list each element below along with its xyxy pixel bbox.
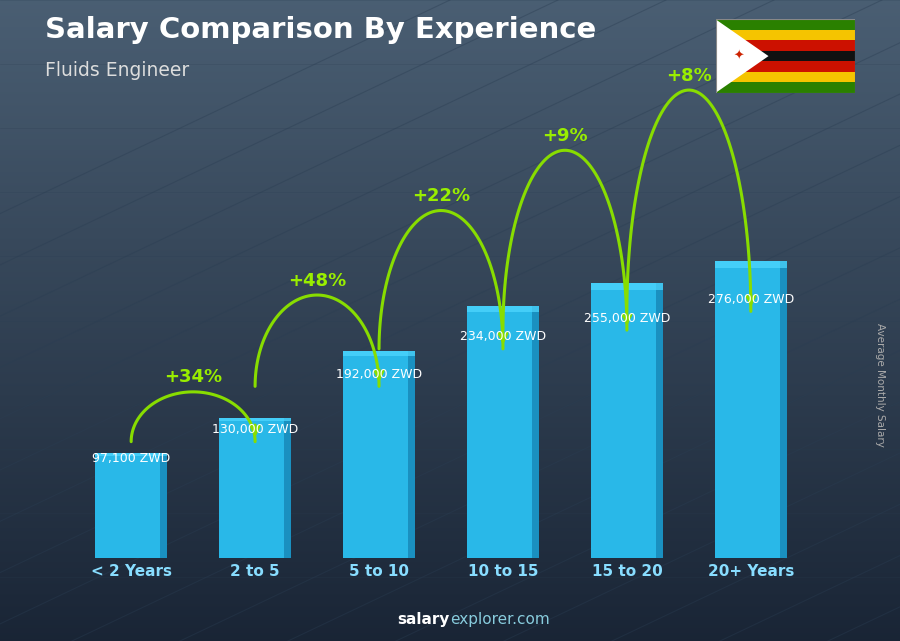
Text: Fluids Engineer: Fluids Engineer [45,61,189,80]
Text: +34%: +34% [164,369,222,387]
Bar [716,19,855,29]
Bar [716,72,855,83]
Bar [591,283,662,290]
Bar [95,453,167,558]
Polygon shape [716,19,769,93]
Text: ✦: ✦ [734,49,744,63]
Text: < 2 Years: < 2 Years [91,564,172,579]
Bar [656,283,662,558]
Text: 97,100 ZWD: 97,100 ZWD [92,453,170,465]
Text: 15 to 20: 15 to 20 [591,564,662,579]
Text: +22%: +22% [412,187,470,205]
Text: 10 to 15: 10 to 15 [468,564,538,579]
Bar [467,306,539,312]
Text: 5 to 10: 5 to 10 [349,564,409,579]
Bar [220,418,291,558]
Bar [716,29,855,40]
Bar [716,40,855,51]
Bar [160,453,167,558]
Text: Average Monthly Salary: Average Monthly Salary [875,322,886,447]
Bar [716,51,855,62]
Bar [467,306,539,558]
Bar [532,306,539,558]
Text: Salary Comparison By Experience: Salary Comparison By Experience [45,16,596,44]
Bar [343,351,415,356]
Text: salary: salary [398,612,450,627]
Text: +9%: +9% [542,127,588,145]
Bar [779,261,787,558]
Text: +48%: +48% [288,272,346,290]
Text: 255,000 ZWD: 255,000 ZWD [584,312,670,324]
Bar [716,83,855,93]
Bar [715,261,787,269]
Bar [95,453,167,456]
Text: 234,000 ZWD: 234,000 ZWD [460,330,546,344]
Bar [284,418,291,558]
Text: 130,000 ZWD: 130,000 ZWD [212,423,298,436]
Bar [716,62,855,72]
Text: explorer.com: explorer.com [450,612,550,627]
Bar [220,418,291,421]
Text: 2 to 5: 2 to 5 [230,564,280,579]
Text: 276,000 ZWD: 276,000 ZWD [707,293,794,306]
Bar [408,351,415,558]
Text: 192,000 ZWD: 192,000 ZWD [336,368,422,381]
Bar [343,351,415,558]
Bar [591,283,662,558]
Bar [715,261,787,558]
Text: 20+ Years: 20+ Years [707,564,794,579]
Text: +8%: +8% [666,67,712,85]
